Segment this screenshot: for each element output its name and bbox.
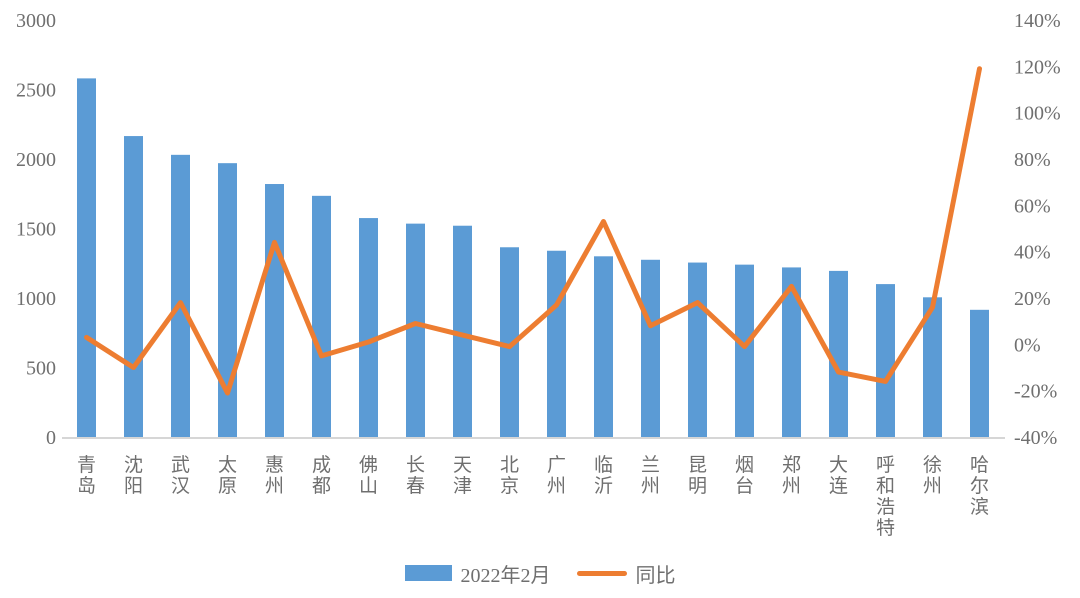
right-axis-tick-label: 40%: [1014, 242, 1051, 264]
x-axis-category-label: 成都: [312, 454, 331, 497]
right-axis-tick-label: 0%: [1014, 334, 1041, 356]
x-axis-category-label: 北京: [500, 454, 519, 497]
bar-6: [359, 218, 378, 437]
bar-14: [735, 264, 754, 437]
right-axis-tick-label: 20%: [1014, 288, 1051, 310]
x-axis-category-label: 武汉: [171, 454, 190, 497]
left-axis-tick-label: 2500: [16, 80, 56, 102]
legend-item-line-series: 同比: [576, 559, 676, 588]
left-axis-tick-label: 1000: [16, 288, 56, 310]
bar-16: [829, 270, 848, 437]
right-axis-tick-label: 120%: [1014, 56, 1061, 78]
bar-0: [77, 78, 96, 437]
bar-19: [970, 309, 989, 437]
right-axis-tick-label: 140%: [1014, 10, 1061, 32]
bar-11: [594, 256, 613, 437]
bar-10: [547, 250, 566, 437]
x-axis-category-label: 昆明: [688, 455, 707, 497]
x-axis-category-label: 惠州: [265, 454, 284, 497]
left-axis-tick-label: 1500: [16, 219, 56, 241]
legend-item-bar-series: 2022年2月: [404, 559, 551, 588]
right-axis-tick-label: 60%: [1014, 195, 1051, 217]
bar-13: [688, 262, 707, 437]
x-axis-category-label: 徐州: [923, 454, 942, 497]
bar-12: [641, 259, 660, 437]
x-axis-category-label: 哈尔滨: [970, 454, 989, 518]
right-axis-tick-label: -20%: [1014, 381, 1057, 403]
bar-9: [500, 247, 519, 437]
right-axis-tick-label: 100%: [1014, 103, 1061, 125]
x-axis-category-label: 长春: [406, 454, 425, 497]
legend-bar-label: 2022年2月: [460, 564, 551, 587]
bar-17: [876, 284, 895, 437]
left-axis-tick-label: 2000: [16, 149, 56, 171]
x-axis-category-label: 兰州: [641, 454, 660, 497]
bar-3: [218, 163, 237, 438]
x-axis-category-label: 天津: [453, 455, 472, 497]
legend-line-swatch-icon: [576, 570, 627, 576]
bar-5: [312, 195, 331, 437]
legend: 2022年2月 同比: [0, 556, 1080, 590]
bar-8: [453, 225, 472, 437]
right-axis-tick-label: -40%: [1014, 427, 1057, 449]
x-axis-category-label: 太原: [218, 454, 237, 497]
x-axis-category-label: 沈阳: [124, 454, 143, 497]
left-axis-tick-label: 0: [46, 427, 56, 449]
chart-plot-area: 0 500 1000 1500 2000 2500 3000 -40% -20% 0% 20% 40%…: [16, 10, 1061, 539]
bar-7: [406, 223, 425, 437]
x-axis-category-label: 广州: [547, 454, 566, 497]
bar-15: [782, 267, 801, 437]
bar-1: [124, 136, 143, 437]
x-axis-category-label: 佛山: [359, 454, 378, 497]
legend-bar-swatch-icon: [404, 565, 452, 581]
yoy-line: [84, 66, 982, 396]
right-axis-tick-label: 80%: [1014, 149, 1051, 171]
bar-2: [171, 154, 190, 437]
left-axis-tick-label: 3000: [16, 10, 56, 32]
legend-line-label: 同比: [635, 564, 676, 587]
x-axis-category-label: 大连: [829, 454, 848, 497]
x-axis-category-label: 郑州: [782, 454, 801, 497]
x-axis-category-label: 呼和浩特: [876, 454, 895, 539]
bar-4: [265, 184, 284, 437]
x-axis-category-label: 烟台: [735, 454, 754, 497]
bar-18: [923, 297, 942, 437]
x-axis-category-label: 临沂: [594, 454, 613, 497]
left-axis-tick-label: 500: [26, 358, 56, 380]
x-axis-category-label: 青岛: [77, 454, 96, 497]
